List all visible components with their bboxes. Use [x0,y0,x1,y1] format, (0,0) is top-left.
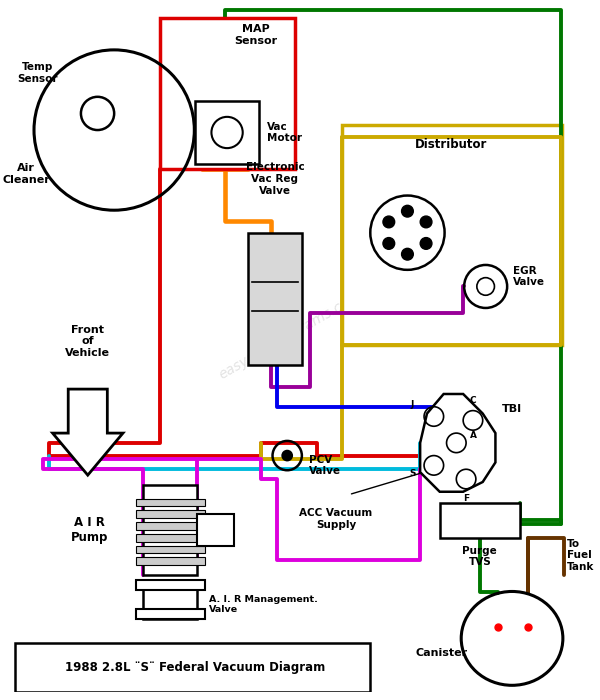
Bar [136,609,205,619]
Text: Temp
Sensor: Temp Sensor [17,62,58,84]
Circle shape [420,237,432,249]
Circle shape [401,248,413,260]
Bar [136,534,205,542]
Text: Electronic
Vac Reg
Valve: Electronic Vac Reg Valve [245,162,304,195]
Bar [136,498,205,506]
Text: ACC Vacuum
Supply: ACC Vacuum Supply [299,508,373,530]
Text: Front
of
Vehicle: Front of Vehicle [65,325,110,358]
Text: A I R
Pump: A I R Pump [71,516,109,544]
Circle shape [281,449,293,461]
Text: Air
Cleaner: Air Cleaner [2,163,50,185]
Text: EGR
Valve: EGR Valve [513,266,545,288]
Text: To
Fuel
Tank: To Fuel Tank [567,539,594,572]
Bar [196,101,259,164]
Bar [143,582,197,619]
Text: C: C [470,396,476,405]
Circle shape [401,205,413,217]
Bar [197,514,235,545]
Text: F: F [463,494,469,503]
Text: A. I. R Management.
Valve: A. I. R Management. Valve [209,594,318,614]
Text: Canister: Canister [416,648,468,658]
Text: MAP
Sensor: MAP Sensor [235,25,277,46]
Bar [342,125,562,345]
Bar [248,232,302,365]
Text: 1988 2.8L ¨S¨ Federal Vacuum Diagram: 1988 2.8L ¨S¨ Federal Vacuum Diagram [65,662,325,674]
Circle shape [383,216,395,228]
Text: easyautodiagrams.com: easyautodiagrams.com [216,288,364,382]
Text: J: J [410,400,414,410]
Text: TBI: TBI [502,404,523,414]
Polygon shape [53,389,123,475]
Polygon shape [420,394,496,491]
Bar [136,545,205,553]
Text: A: A [470,430,478,440]
Bar [440,503,520,538]
Circle shape [383,237,395,249]
Bar [136,522,205,530]
Circle shape [420,216,432,228]
Bar [136,510,205,518]
Text: S: S [409,469,416,477]
Bar [136,580,205,589]
Text: Vac
Motor: Vac Motor [266,122,302,144]
Text: PCV
Valve: PCV Valve [309,454,341,476]
Bar [160,18,295,169]
FancyBboxPatch shape [16,643,370,692]
Bar [136,557,205,565]
Text: Distributor: Distributor [415,138,488,151]
Text: Purge
TVS: Purge TVS [463,545,497,567]
Bar [143,485,197,575]
